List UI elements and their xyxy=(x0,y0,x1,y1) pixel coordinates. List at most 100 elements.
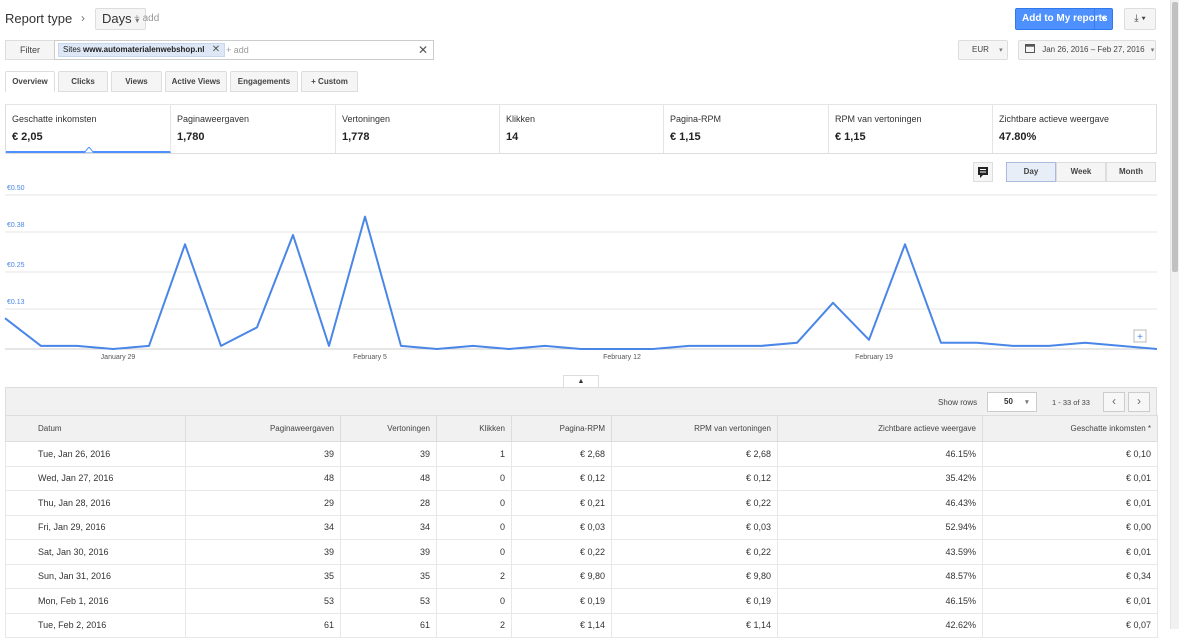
data-point[interactable] xyxy=(363,215,367,219)
table-cell: € 2,68 xyxy=(511,441,612,467)
days-dropdown[interactable]: Days ▾ xyxy=(95,8,147,30)
table-cell: Thu, Jan 28, 2016 xyxy=(5,490,186,516)
chevron-down-icon[interactable]: ▾ xyxy=(1094,9,1112,29)
tab-active-views[interactable]: Active Views xyxy=(165,71,227,92)
data-point[interactable] xyxy=(867,338,871,342)
download-button[interactable]: ⤓ ▾ xyxy=(1124,8,1156,30)
table-cell: 35.42% xyxy=(777,466,983,491)
data-point[interactable] xyxy=(75,344,79,348)
tab-engagements[interactable]: Engagements xyxy=(230,71,298,92)
table-row: Wed, Jan 27, 2016 48 48 0 € 0,12 € 0,12 35.42%… xyxy=(5,466,1158,491)
column-header[interactable]: Paginaweergaven xyxy=(185,415,341,442)
metric-pagina-rpm[interactable]: Pagina-RPM € 1,15 xyxy=(664,105,829,153)
data-point[interactable] xyxy=(147,344,151,348)
data-point[interactable] xyxy=(1083,341,1087,345)
metric-klikken[interactable]: Klikken 14 xyxy=(500,105,664,153)
metric-geschatte-inkomsten[interactable]: Geschatte inkomsten € 2,05 xyxy=(6,105,171,153)
range-week-button[interactable]: Week xyxy=(1056,162,1106,182)
metric-paginaweergaven[interactable]: Paginaweergaven 1,780 xyxy=(171,105,336,153)
data-point[interactable] xyxy=(975,341,979,345)
table-cell: 0 xyxy=(436,539,512,565)
date-range-picker[interactable]: Jan 26, 2016 – Feb 27, 2016 ▾ xyxy=(1018,40,1156,60)
add-dimension-link[interactable]: + add xyxy=(134,13,160,24)
column-header[interactable]: Pagina-RPM xyxy=(511,415,612,442)
y-tick-label: €0.13 xyxy=(7,299,25,306)
data-point[interactable] xyxy=(1119,344,1123,348)
data-point[interactable] xyxy=(903,242,907,246)
prev-page-button[interactable]: ‹ xyxy=(1103,392,1125,412)
data-point[interactable] xyxy=(327,344,331,348)
data-point[interactable] xyxy=(687,344,691,348)
tab-clicks[interactable]: Clicks xyxy=(58,71,108,92)
report-table: Datum Paginaweergaven Vertoningen Klikken Pa… xyxy=(5,415,1158,638)
table-cell: 43.59% xyxy=(777,539,983,565)
column-header[interactable]: RPM van vertoningen xyxy=(611,415,778,442)
tab-views[interactable]: Views xyxy=(111,71,162,92)
data-point[interactable] xyxy=(939,341,943,345)
table-cell: € 1,14 xyxy=(611,613,778,638)
add-annotation-icon[interactable]: + xyxy=(1133,329,1147,343)
calendar-icon xyxy=(1025,44,1037,54)
column-header[interactable]: Vertoningen xyxy=(340,415,437,442)
column-header[interactable]: Datum xyxy=(5,415,186,442)
range-month-button[interactable]: Month xyxy=(1106,162,1156,182)
data-point[interactable] xyxy=(1011,344,1015,348)
table-cell: 29 xyxy=(185,490,341,516)
table-cell: € 0,12 xyxy=(511,466,612,491)
column-header[interactable]: Klikken xyxy=(436,415,512,442)
rows-per-page-select[interactable]: 50 ▾ xyxy=(987,392,1037,412)
data-point[interactable] xyxy=(1155,347,1159,351)
data-point[interactable] xyxy=(759,344,763,348)
data-point[interactable] xyxy=(255,325,259,329)
report-type-link[interactable]: Report type xyxy=(5,11,73,26)
metric-zichtbare-actieve-weergave[interactable]: Zichtbare actieve weergave 47.80% xyxy=(993,105,1156,153)
table-cell: € 0,22 xyxy=(511,539,612,565)
data-point[interactable] xyxy=(435,347,439,351)
table-cell: € 0,01 xyxy=(982,490,1158,516)
data-point[interactable] xyxy=(183,242,187,246)
data-point[interactable] xyxy=(723,344,727,348)
table-cell: 39 xyxy=(340,441,437,467)
data-point[interactable] xyxy=(579,347,583,351)
data-point[interactable] xyxy=(1047,344,1051,348)
filter-add-link[interactable]: + add xyxy=(226,45,249,55)
data-point[interactable] xyxy=(39,344,43,348)
data-point[interactable] xyxy=(111,347,115,351)
metric-vertoningen[interactable]: Vertoningen 1,778 xyxy=(336,105,500,153)
clear-filter-icon[interactable]: ✕ xyxy=(417,43,428,57)
annotation-button[interactable] xyxy=(973,162,993,182)
column-header[interactable]: Geschatte inkomsten * xyxy=(982,415,1158,442)
filter-input[interactable]: Sites www.automaterialenwebshop.nl ✕ + a… xyxy=(54,40,434,60)
metric-rpm-van-vertoningen[interactable]: RPM van vertoningen € 1,15 xyxy=(829,105,993,153)
collapse-chart-button[interactable]: ▲ xyxy=(563,375,599,387)
data-point[interactable] xyxy=(831,301,835,305)
add-to-my-reports-button[interactable]: Add to My reports ▾ xyxy=(1015,8,1113,30)
currency-dropdown[interactable]: EUR ▾ xyxy=(958,40,1008,60)
data-point[interactable] xyxy=(543,344,547,348)
data-point[interactable] xyxy=(507,347,511,351)
data-point[interactable] xyxy=(471,344,475,348)
data-point[interactable] xyxy=(399,344,403,348)
data-point[interactable] xyxy=(795,341,799,345)
tab-custom[interactable]: + Custom xyxy=(301,71,358,92)
range-day-button[interactable]: Day xyxy=(1006,162,1056,182)
table-cell: € 9,80 xyxy=(511,564,612,589)
column-header[interactable]: Zichtbare actieve weergave xyxy=(777,415,983,442)
table-cell: € 0,19 xyxy=(511,588,612,614)
filter-button[interactable]: Filter xyxy=(5,40,55,60)
tab-overview[interactable]: Overview xyxy=(5,71,55,92)
metric-label: Paginaweergaven xyxy=(177,114,250,124)
data-point[interactable] xyxy=(219,344,223,348)
table-cell: 46.43% xyxy=(777,490,983,516)
data-point[interactable] xyxy=(651,347,655,351)
close-icon[interactable]: ✕ xyxy=(211,44,221,55)
scrollbar-thumb[interactable] xyxy=(1172,2,1178,272)
date-range-label: Jan 26, 2016 – Feb 27, 2016 xyxy=(1042,45,1145,54)
table-cell: Wed, Jan 27, 2016 xyxy=(5,466,186,491)
data-point[interactable] xyxy=(291,233,295,237)
data-point[interactable] xyxy=(3,316,7,320)
filter-chip[interactable]: Sites www.automaterialenwebshop.nl ✕ xyxy=(58,43,226,57)
next-page-button[interactable]: › xyxy=(1128,392,1150,412)
vertical-scrollbar[interactable] xyxy=(1170,0,1179,629)
data-point[interactable] xyxy=(615,347,619,351)
